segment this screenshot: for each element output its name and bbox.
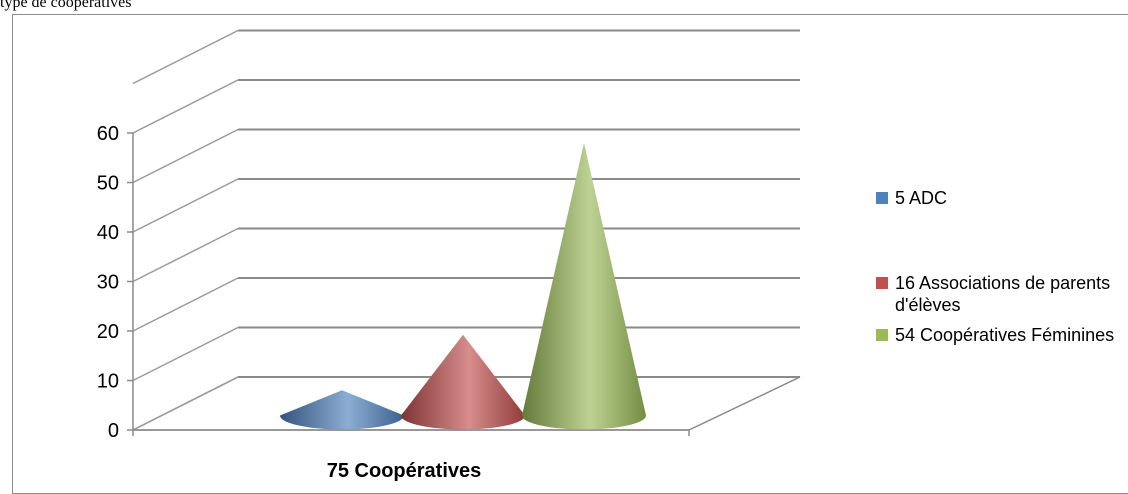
y-tick-label: 10	[97, 371, 119, 393]
cone-1	[280, 390, 404, 430]
legend-item: 5 ADC	[876, 188, 947, 208]
cone-body	[522, 142, 646, 430]
y-tick-label: 60	[97, 123, 119, 145]
gridlines	[132, 29, 800, 431]
cone-3	[522, 142, 646, 430]
y-tick-label: 30	[97, 272, 119, 294]
y-tick-label: 0	[108, 420, 119, 442]
legend-label: 54 Coopératives Féminines	[895, 325, 1114, 345]
x-axis-label: 75 Coopératives	[327, 460, 482, 482]
legend-item: 54 Coopératives Féminines	[876, 325, 1114, 345]
side-gridline	[132, 128, 239, 184]
side-gridline	[132, 29, 239, 85]
side-gridline	[132, 178, 239, 233]
y-tick-label: 20	[97, 321, 119, 343]
legend-swatch	[876, 329, 888, 341]
legend: 5 ADC 16 Associations de parents d'élèves 5…	[876, 188, 1114, 345]
data-cones	[280, 142, 646, 430]
legend-swatch	[876, 277, 888, 289]
side-gridline	[132, 326, 239, 382]
side-gridline	[132, 376, 239, 431]
top-caption: type de coopératives	[0, 0, 132, 11]
axes	[127, 132, 690, 436]
cone-2	[401, 334, 525, 430]
cone-body	[401, 334, 525, 430]
legend-label: 5 ADC	[895, 188, 947, 208]
y-tick-label: 40	[97, 222, 119, 244]
side-gridline	[132, 79, 239, 134]
y-tick-label: 50	[97, 173, 119, 195]
legend-item: 16 Associations de parents d'élèves	[876, 273, 1110, 315]
side-gridline	[132, 277, 239, 332]
y-tick-labels: 0 10 20 30 40 50 60	[97, 123, 119, 442]
legend-label: 16 Associations de parents d'élèves	[895, 273, 1110, 315]
cone-body	[280, 390, 404, 430]
legend-swatch	[876, 192, 888, 204]
side-gridline	[132, 227, 239, 283]
